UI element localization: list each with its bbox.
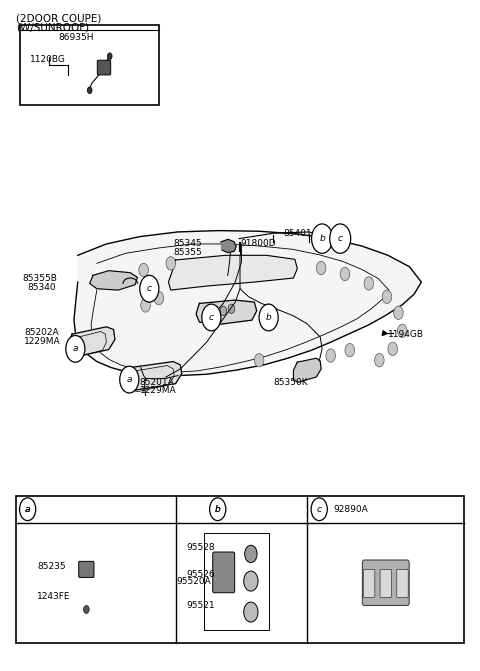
Circle shape	[245, 546, 257, 562]
Circle shape	[108, 53, 112, 60]
Circle shape	[20, 498, 36, 521]
Text: 1229MA: 1229MA	[140, 386, 177, 395]
Circle shape	[154, 291, 164, 305]
Bar	[16, 496, 464, 643]
Text: 85401: 85401	[283, 229, 312, 238]
Polygon shape	[74, 231, 421, 376]
Bar	[21, 25, 159, 105]
Text: 85201A: 85201A	[140, 378, 175, 386]
Text: 85340: 85340	[28, 283, 56, 292]
Circle shape	[212, 306, 218, 315]
Polygon shape	[168, 255, 297, 290]
FancyBboxPatch shape	[213, 552, 235, 592]
Text: 95526: 95526	[186, 570, 215, 579]
Polygon shape	[221, 240, 236, 253]
Text: 85202A: 85202A	[24, 327, 59, 337]
Text: a: a	[25, 505, 30, 514]
FancyBboxPatch shape	[79, 562, 94, 578]
Text: c: c	[338, 234, 343, 243]
Circle shape	[382, 290, 392, 303]
Circle shape	[326, 349, 336, 362]
Bar	[204, 533, 269, 629]
Circle shape	[139, 263, 148, 276]
Circle shape	[397, 324, 407, 338]
Circle shape	[140, 275, 159, 302]
Circle shape	[340, 267, 350, 280]
Circle shape	[345, 344, 355, 357]
Circle shape	[210, 498, 226, 521]
Circle shape	[166, 256, 176, 270]
Circle shape	[244, 602, 258, 622]
Text: a: a	[127, 375, 132, 384]
Text: 86935H: 86935H	[59, 34, 94, 42]
Text: 85355: 85355	[173, 248, 202, 257]
Circle shape	[202, 304, 221, 331]
Circle shape	[141, 299, 150, 312]
Text: 85350K: 85350K	[274, 378, 308, 386]
Circle shape	[316, 261, 326, 274]
Circle shape	[364, 276, 373, 290]
Circle shape	[330, 224, 351, 254]
Text: 85345: 85345	[173, 240, 202, 248]
Circle shape	[66, 336, 85, 362]
Text: 1120BG: 1120BG	[30, 55, 66, 64]
Circle shape	[84, 605, 89, 613]
Circle shape	[259, 304, 278, 331]
Polygon shape	[196, 300, 257, 324]
Text: 95521: 95521	[186, 601, 215, 610]
Text: a: a	[72, 344, 78, 354]
Text: 85355B: 85355B	[23, 274, 58, 283]
Text: a: a	[25, 505, 30, 514]
Text: b: b	[215, 505, 221, 514]
Text: 1243FE: 1243FE	[37, 592, 71, 601]
Circle shape	[120, 366, 139, 393]
FancyBboxPatch shape	[363, 570, 375, 597]
Circle shape	[394, 306, 403, 319]
Text: 91800D: 91800D	[240, 240, 276, 248]
Text: b: b	[215, 505, 221, 514]
Polygon shape	[68, 327, 115, 357]
Circle shape	[254, 354, 264, 367]
Text: 85235: 85235	[37, 562, 66, 570]
Text: 92890A: 92890A	[334, 505, 368, 514]
Text: c: c	[209, 313, 214, 322]
Circle shape	[204, 307, 211, 317]
Circle shape	[220, 306, 227, 315]
Polygon shape	[90, 270, 137, 290]
Text: b: b	[266, 313, 272, 322]
Circle shape	[244, 571, 258, 591]
FancyBboxPatch shape	[97, 60, 111, 75]
Text: c: c	[317, 505, 322, 514]
Circle shape	[87, 87, 92, 93]
Circle shape	[312, 224, 333, 254]
Text: c: c	[147, 285, 152, 293]
Text: 1194GB: 1194GB	[388, 329, 424, 339]
Circle shape	[374, 354, 384, 367]
FancyBboxPatch shape	[362, 560, 409, 605]
Polygon shape	[127, 362, 182, 391]
FancyBboxPatch shape	[397, 570, 408, 597]
Text: b: b	[319, 234, 325, 243]
Text: (W/SUNROOF): (W/SUNROOF)	[16, 23, 89, 33]
Circle shape	[388, 342, 397, 356]
FancyBboxPatch shape	[380, 570, 392, 597]
Circle shape	[311, 498, 327, 521]
Text: 95528: 95528	[186, 543, 215, 552]
Text: 1229MA: 1229MA	[24, 337, 61, 346]
Polygon shape	[293, 358, 321, 382]
Text: (2DOOR COUPE): (2DOOR COUPE)	[16, 13, 101, 23]
Text: 95520A: 95520A	[177, 576, 212, 586]
Polygon shape	[382, 331, 387, 336]
Circle shape	[228, 304, 235, 313]
